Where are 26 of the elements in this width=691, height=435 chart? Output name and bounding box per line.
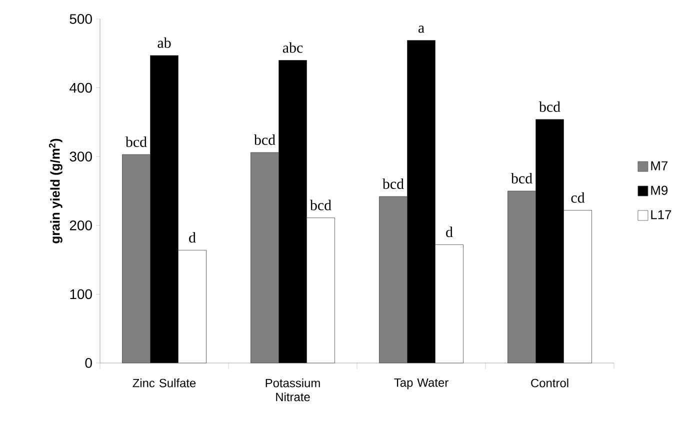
x-tick-label: Control xyxy=(531,378,568,388)
legend-label: L17 xyxy=(651,210,672,220)
data-label: d xyxy=(189,232,196,243)
x-tick-label: Tap Water xyxy=(394,378,448,390)
data-label: bcd xyxy=(310,200,332,210)
data-label: a xyxy=(418,26,424,33)
legend-label: M7 xyxy=(651,161,668,170)
data-label: bcd xyxy=(125,136,147,147)
y-tick-label: 500 xyxy=(70,14,92,24)
y-axis-title: grain yield (g/m$^{2}$) xyxy=(48,138,62,244)
data-label: bcd xyxy=(510,172,532,184)
x-tick-label: Zinc Sulfate xyxy=(132,378,196,388)
data-label: bcd xyxy=(538,101,560,112)
data-label: bcd xyxy=(254,134,276,145)
y-tick-label: 400 xyxy=(70,82,92,93)
legend-label: M9 xyxy=(651,186,668,195)
data-label: cd xyxy=(571,192,585,203)
data-label: ab xyxy=(158,37,171,48)
y-tick-label: 100 xyxy=(70,289,92,300)
data-label: d xyxy=(446,226,453,238)
y-tick-label: 0 xyxy=(85,358,92,368)
data-label: bcd xyxy=(382,178,404,189)
y-tick-label: 300 xyxy=(70,152,92,162)
y-tick-label: 200 xyxy=(70,220,92,230)
x-tick-label: Potassium Nitrate xyxy=(266,378,320,402)
data-label: abc xyxy=(282,42,303,53)
